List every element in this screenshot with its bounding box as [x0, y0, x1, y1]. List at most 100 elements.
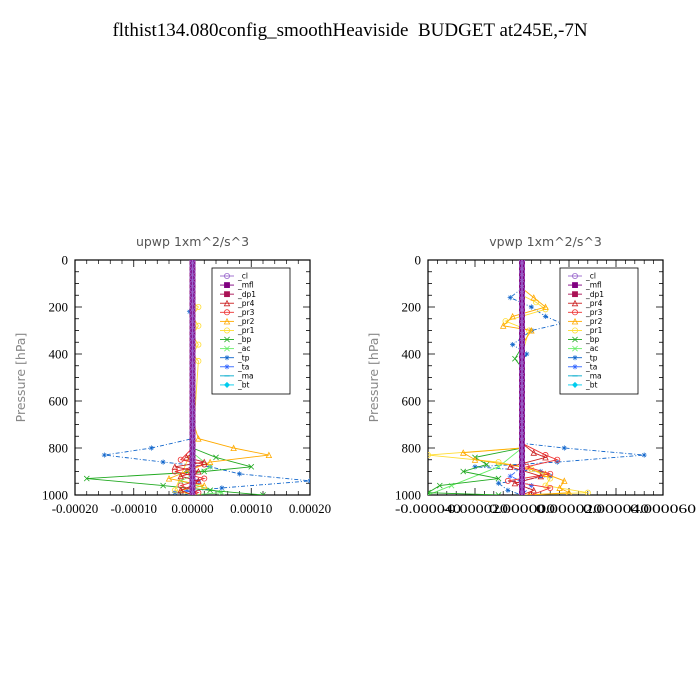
- data-point: [495, 480, 502, 486]
- data-point: [189, 456, 196, 463]
- legend-entry: _mfl: [568, 281, 602, 290]
- data-point: [436, 482, 443, 489]
- data-point: [519, 444, 526, 451]
- x-tick-label: 0.000020: [536, 501, 602, 516]
- legend-label: _pr3: [237, 308, 255, 317]
- x-tick-label: -0.000040: [395, 501, 461, 516]
- legend-label: _pr1: [237, 326, 255, 335]
- legend-entry: _tp: [220, 353, 250, 362]
- data-point: [177, 456, 184, 463]
- legend-entry: _mfl: [220, 281, 254, 290]
- data-point: [219, 485, 225, 491]
- y-axis-label: Pressure [hPa]: [13, 333, 28, 423]
- data-point: [189, 374, 196, 381]
- data-point: [495, 492, 502, 495]
- plot-area: [428, 260, 647, 495]
- y-tick-label: 200: [49, 300, 69, 315]
- data-point: [542, 470, 549, 477]
- legend-marker: [572, 345, 578, 352]
- data-point: [519, 321, 526, 328]
- data-point: [505, 487, 511, 493]
- data-point: [171, 487, 178, 494]
- legend-marker: [224, 282, 230, 288]
- data-point: [524, 351, 530, 357]
- legend-marker: [572, 364, 578, 370]
- y-tick-label: 400: [402, 347, 422, 362]
- legend-label: _pr2: [237, 317, 255, 326]
- y-tick-label: 0: [62, 253, 69, 268]
- y-tick-label: 600: [49, 394, 69, 409]
- data-point: [538, 468, 544, 475]
- legend-label: _ma: [585, 371, 602, 380]
- data-point: [201, 475, 208, 482]
- data-point: [248, 463, 255, 470]
- data-point: [101, 452, 107, 458]
- x-tick-label: -0.00010: [110, 501, 157, 516]
- data-point: [177, 486, 184, 494]
- data-point: [428, 489, 431, 495]
- data-point: [189, 450, 196, 457]
- data-point: [530, 449, 537, 456]
- legend-marker: [223, 309, 230, 316]
- data-point: [186, 309, 193, 315]
- legend-marker: [572, 355, 578, 361]
- data-point: [519, 380, 526, 387]
- series-cl: [519, 260, 526, 495]
- data-point: [189, 427, 196, 434]
- data-point: [519, 309, 526, 316]
- legend-entry: _pr3: [568, 308, 603, 317]
- legend-marker: [571, 317, 579, 325]
- data-point: [189, 292, 196, 299]
- legend-entry: _cl: [220, 272, 248, 281]
- data-point: [547, 484, 554, 491]
- legend-label: _ta: [237, 362, 249, 371]
- data-point: [189, 474, 196, 481]
- data-point: [189, 339, 196, 346]
- data-point: [519, 403, 526, 410]
- data-point: [189, 309, 196, 316]
- legend-entry: _pr2: [220, 317, 255, 326]
- legend-marker: [572, 327, 579, 334]
- legend-label: _mfl: [585, 281, 602, 290]
- legend-entry: _ta: [568, 362, 597, 371]
- legend-entry: _pr2: [568, 317, 603, 326]
- data-point: [189, 492, 196, 495]
- data-point: [519, 439, 526, 446]
- data-point: [519, 486, 526, 493]
- data-point: [507, 463, 514, 470]
- legend-entry: _ac: [568, 344, 598, 353]
- data-point: [519, 427, 526, 434]
- data-point: [519, 286, 526, 293]
- legend-marker: [572, 309, 579, 316]
- data-point: [195, 435, 202, 442]
- data-point: [189, 356, 196, 363]
- data-point: [189, 350, 196, 357]
- data-point: [195, 322, 202, 329]
- data-point: [189, 439, 196, 446]
- data-point: [189, 409, 196, 416]
- data-point: [189, 462, 196, 469]
- legend-marker: [224, 364, 230, 370]
- legend-label: _mfl: [237, 281, 254, 290]
- data-point: [499, 322, 507, 329]
- data-point: [160, 459, 166, 465]
- legend-marker: [223, 272, 230, 279]
- data-point: [472, 464, 478, 470]
- y-tick-label: 1000: [42, 488, 68, 503]
- data-point: [519, 433, 526, 440]
- data-point: [165, 475, 173, 482]
- legend: _cl_mfl_dp1_pr4_pr3_pr2_pr1_bp_ac_tp_ta_…: [211, 267, 291, 395]
- legend-label: _bt: [237, 381, 250, 390]
- legend-label: _bt: [585, 381, 598, 390]
- data-point: [519, 298, 526, 305]
- data-point: [519, 303, 526, 310]
- series-pr3: [504, 440, 561, 495]
- data-point: [519, 262, 526, 269]
- data-point: [519, 392, 526, 399]
- data-point: [189, 315, 196, 322]
- data-point: [189, 321, 196, 328]
- data-point: [189, 368, 196, 375]
- legend-label: _pr2: [585, 317, 603, 326]
- data-point: [236, 471, 243, 477]
- data-point: [528, 304, 534, 310]
